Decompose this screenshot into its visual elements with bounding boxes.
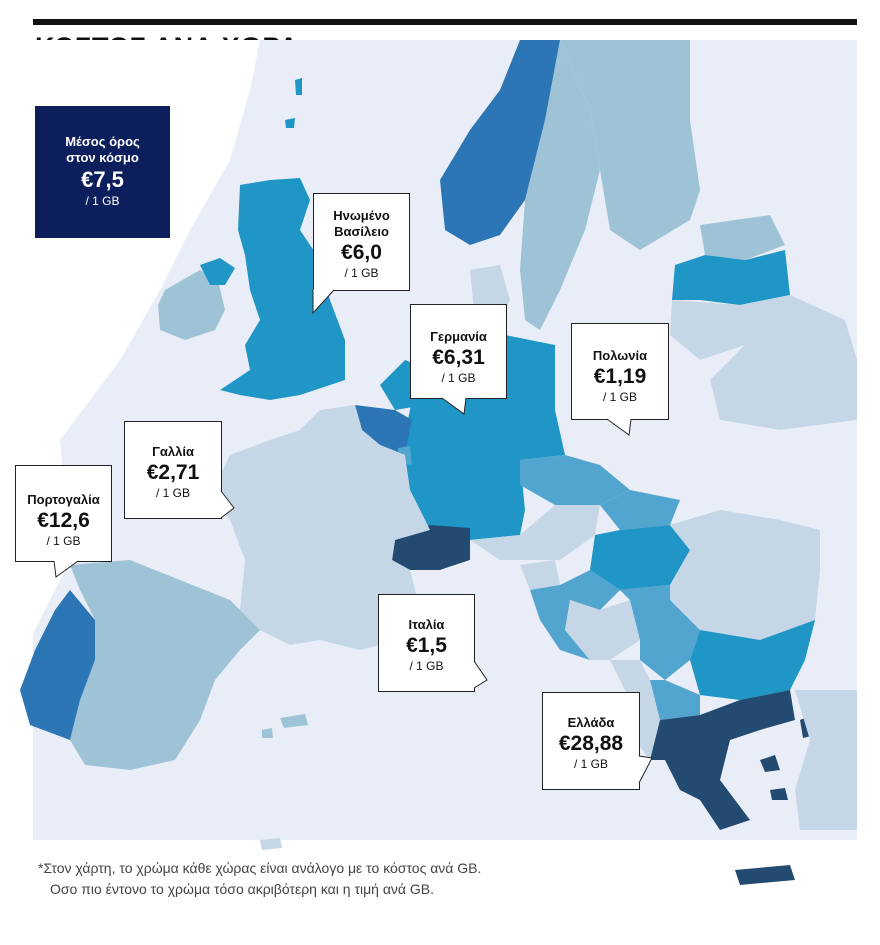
footnote: *Στον χάρτη, το χρώμα κάθε χώρας είναι α… — [38, 858, 481, 900]
world-average-box: Μέσος όρος στον κόσμο €7,5 / 1 GB — [35, 106, 170, 238]
country-northern-ireland — [200, 258, 235, 285]
callout-italy-pointer — [473, 660, 488, 689]
callout-poland-price: €1,19 — [593, 365, 647, 388]
country-latvia — [672, 250, 790, 305]
country-austria — [470, 505, 600, 560]
callout-greece-name: Ελλάδα — [567, 715, 615, 730]
country-bosnia — [565, 600, 640, 660]
island-balearic — [280, 714, 308, 728]
country-france — [210, 405, 430, 650]
title-rule — [33, 19, 857, 25]
callout-greece-price: €28,88 — [558, 732, 624, 755]
country-croatia — [530, 570, 620, 660]
island-small — [260, 838, 282, 850]
footnote-line1: *Στον χάρτη, το χρώμα κάθε χώρας είναι α… — [38, 860, 482, 876]
callout-uk-name-line2: Βασίλειο — [334, 224, 389, 239]
callout-greece-pointer — [638, 755, 653, 784]
callout-uk-price: €6,0 — [341, 241, 382, 264]
callout-italy: Ιταλία €1,5 / 1 GB — [378, 594, 475, 692]
country-portugal — [20, 590, 95, 740]
world-average-unit: / 1 GB — [85, 194, 120, 208]
callout-germany-price: €6,31 — [432, 346, 485, 369]
country-russia — [690, 40, 857, 330]
callout-portugal-name: Πορτογαλία — [27, 492, 100, 507]
country-montenegro — [610, 660, 650, 690]
country-switzerland — [392, 525, 470, 570]
callout-uk-unit: / 1 GB — [344, 266, 379, 280]
country-lithuania — [670, 300, 745, 360]
greek-islands-2 — [760, 755, 780, 772]
greek-islands-1 — [735, 865, 795, 885]
callout-italy-unit: / 1 GB — [409, 659, 444, 673]
callout-italy-price: €1,5 — [406, 634, 447, 657]
country-moldova — [780, 520, 820, 570]
country-north-macedonia — [650, 680, 700, 720]
callout-poland: Πολωνία €1,19 / 1 GB — [571, 323, 669, 420]
greek-islands-3 — [770, 788, 788, 800]
country-slovakia — [600, 490, 680, 530]
callout-portugal-pointer — [53, 560, 79, 578]
callout-germany-name: Γερμανία — [430, 329, 487, 344]
uk-orkney — [285, 118, 295, 128]
island-balearic-2 — [262, 728, 273, 738]
country-norway — [440, 40, 560, 245]
callout-france-unit: / 1 GB — [155, 486, 190, 500]
country-slovenia — [520, 560, 560, 590]
country-belgium — [355, 405, 412, 455]
callout-germany: Γερμανία €6,31 / 1 GB — [410, 304, 507, 399]
callout-uk: Ηνωμένο Βασίλειο €6,0 / 1 GB — [313, 193, 410, 291]
callout-italy-name: Ιταλία — [408, 617, 445, 632]
callout-portugal: Πορτογαλία €12,6 / 1 GB — [15, 465, 112, 562]
country-estonia — [700, 215, 785, 260]
callout-france: Γαλλία €2,71 / 1 GB — [124, 421, 222, 519]
world-average-price: €7,5 — [81, 167, 124, 192]
country-greece — [650, 690, 795, 830]
callout-greece: Ελλάδα €28,88 / 1 GB — [542, 692, 640, 790]
country-czechia — [520, 455, 630, 505]
footnote-line2: Οσο πιο έντονο το χρώμα τόσο ακριβότερη … — [50, 881, 435, 897]
callout-france-name: Γαλλία — [152, 444, 194, 459]
callout-uk-name-line1: Ηνωμένο — [333, 208, 390, 223]
island-sardinia — [430, 690, 452, 748]
island-sicily — [490, 770, 550, 810]
callout-poland-unit: / 1 GB — [602, 390, 637, 404]
callout-uk-pointer — [312, 289, 335, 314]
country-spain — [70, 560, 260, 770]
callout-france-price: €2,71 — [146, 461, 200, 484]
country-bulgaria — [690, 620, 815, 700]
country-serbia — [620, 585, 700, 680]
country-ireland — [158, 270, 225, 340]
callout-poland-name: Πολωνία — [592, 348, 648, 363]
callout-germany-pointer — [441, 397, 467, 415]
country-finland — [560, 40, 700, 250]
country-sweden — [520, 40, 600, 330]
world-average-label-line2: στον κόσμο — [66, 150, 139, 165]
country-belarus — [710, 295, 857, 430]
country-romania — [670, 510, 820, 640]
country-uk — [220, 178, 345, 400]
callout-france-pointer — [220, 490, 235, 519]
callout-portugal-unit: / 1 GB — [46, 534, 81, 548]
country-turkey — [795, 690, 857, 830]
callout-portugal-price: €12,6 — [37, 509, 90, 532]
country-hungary — [590, 525, 690, 590]
callout-germany-unit: / 1 GB — [441, 371, 476, 385]
world-average-label-line1: Μέσος όρος — [65, 134, 140, 149]
callout-poland-pointer — [606, 418, 632, 436]
callout-greece-unit: / 1 GB — [573, 757, 608, 771]
uk-shetland — [295, 78, 302, 95]
